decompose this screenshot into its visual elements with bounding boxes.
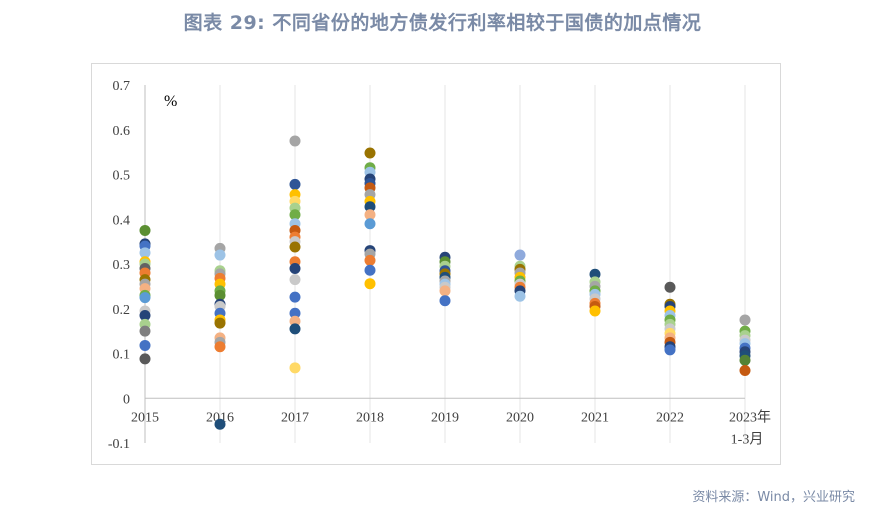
x-tick-label: 2023年 [729,409,771,425]
data-point [139,247,151,259]
data-point [139,224,151,236]
data-point [139,309,151,321]
x-tick-label: 2017 [281,410,309,425]
y-tick-label: -0.1 [108,437,130,452]
data-point [139,325,151,337]
data-point [214,341,226,353]
y-tick-label: 0.5 [113,169,131,184]
x-tick-label: 2022 [656,410,684,425]
y-tick-label: 0.3 [113,258,131,273]
data-point [739,354,751,366]
data-point [289,262,301,274]
x-tick-label: 2015 [131,410,159,425]
data-point [289,315,301,327]
data-point [214,249,226,261]
data-point [589,305,601,317]
y-tick-label: 0.2 [113,303,131,318]
data-point [364,201,376,213]
data-point [589,268,601,280]
data-point [289,307,301,319]
scatter-chart: 0.70.60.50.40.30.20.10-0.1 2015 2016 2017 2… [108,79,771,452]
data-point [289,274,301,286]
data-point [214,418,226,430]
data-point [289,135,301,147]
chart-title: 图表 29: 不同省份的地方债发行利率相较于国债的加点情况 [183,12,702,34]
data-point [289,291,301,303]
x-tick-label: 2019 [431,410,459,425]
data-point [664,344,676,356]
data-point [139,339,151,351]
x-axis-ticks: 2015 2016 2017 2018 2019 2020 2021 2022 2023年 1-3… [131,409,771,447]
data-point [739,314,751,326]
data-point [514,290,526,302]
x-tick-label: 2021 [581,410,609,425]
data-point [214,289,226,301]
data-point [139,353,151,365]
data-point [439,295,451,307]
y-tick-label: 0.4 [113,213,131,228]
data-point [364,264,376,276]
data-points [139,135,751,430]
data-point [289,178,301,190]
data-point [364,278,376,290]
chart-frame: 0.7 0.6 0.5 0.4 0.3 0.2 0.1 0 -0.1 2015 2016 2017 2… [91,63,781,465]
data-point [139,292,151,304]
data-point [439,285,451,297]
data-point [214,317,226,329]
y-axis-ticks: 0.7 0.6 0.5 0.4 0.3 0.2 0.1 0 -0.1 [108,79,130,452]
data-point [364,254,376,266]
x-tick-sublabel: 1-3月 [731,431,764,447]
y-tick-label: 0.7 [113,79,131,94]
x-tick-label: 2016 [206,410,234,425]
data-point [289,209,301,221]
data-point [289,241,301,253]
y-tick-label: 0 [123,392,130,407]
x-tick-label: 2018 [356,410,384,425]
data-point [364,209,376,221]
y-tick-label: 0.1 [113,348,131,363]
data-point [289,362,301,374]
data-point [364,147,376,159]
data-point [739,365,751,377]
data-point [364,218,376,230]
data-point [664,281,676,293]
unit-label: % [164,93,177,110]
data-point [514,249,526,261]
y-tick-label: 0.6 [113,124,131,139]
x-tick-label: 2020 [506,410,534,425]
source-note: 资料来源：Wind，兴业研究 [692,490,855,505]
data-point [289,323,301,335]
